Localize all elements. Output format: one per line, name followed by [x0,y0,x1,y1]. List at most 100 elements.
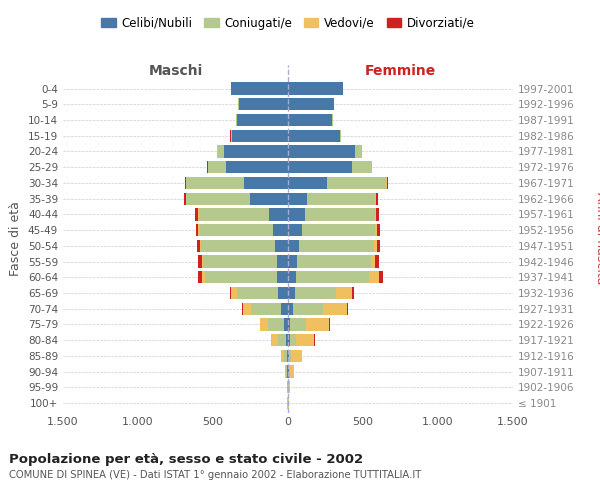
Bar [306,318,329,330]
Bar [268,318,284,330]
Bar [288,192,307,205]
Bar [296,334,314,346]
Bar [275,240,288,252]
Bar [250,192,288,205]
Bar [290,334,296,346]
Bar [200,240,201,252]
Bar [340,130,341,142]
Bar [299,240,373,252]
Bar [277,287,288,299]
Bar [199,224,273,236]
Bar [376,192,377,205]
Bar [288,161,352,173]
Bar [375,224,377,236]
Bar [288,177,327,189]
Bar [281,350,284,362]
Bar [277,271,288,283]
Text: Femmine: Femmine [365,64,436,78]
Text: COMUNE DI SPINEA (VE) - Dati ISTAT 1° gennaio 2002 - Elaborazione TUTTITALIA.IT: COMUNE DI SPINEA (VE) - Dati ISTAT 1° ge… [9,470,421,480]
Bar [236,114,237,126]
Bar [288,271,296,283]
Bar [290,318,306,330]
Bar [231,82,288,94]
Bar [332,114,333,126]
Bar [243,302,251,315]
Bar [218,146,224,158]
Bar [290,366,294,378]
Bar [355,146,361,158]
Bar [196,208,198,220]
Bar [302,224,375,236]
Bar [197,240,200,252]
Bar [289,366,290,378]
Bar [278,334,286,346]
Bar [287,350,288,362]
Bar [288,146,355,158]
Bar [230,287,232,299]
Bar [347,302,348,315]
Bar [281,302,288,315]
Bar [288,350,289,362]
Y-axis label: Anni di nascita: Anni di nascita [594,192,600,285]
Bar [288,287,295,299]
Bar [373,240,377,252]
Bar [244,177,288,189]
Bar [196,224,199,236]
Bar [239,98,288,110]
Bar [289,350,291,362]
Bar [286,366,287,378]
Bar [224,146,288,158]
Bar [379,271,383,283]
Bar [288,98,334,110]
Bar [372,161,373,173]
Bar [307,192,375,205]
Bar [371,256,376,268]
Text: Popolazione per età, sesso e stato civile - 2002: Popolazione per età, sesso e stato civil… [9,452,363,466]
Y-axis label: Fasce di età: Fasce di età [10,202,22,276]
Bar [186,192,250,205]
Bar [297,256,371,268]
Bar [286,334,288,346]
Bar [288,114,332,126]
Bar [232,287,237,299]
Bar [203,256,277,268]
Bar [288,366,289,378]
Bar [208,161,226,173]
Bar [232,130,288,142]
Bar [288,240,299,252]
Bar [199,208,269,220]
Bar [287,366,288,378]
Bar [289,381,290,394]
Bar [288,224,302,236]
Bar [198,208,199,220]
Legend: Celibi/Nubili, Coniugati/e, Vedovi/e, Divorziati/e: Celibi/Nubili, Coniugati/e, Vedovi/e, Di… [97,12,479,34]
Bar [284,318,288,330]
Bar [291,350,302,362]
Bar [260,318,268,330]
Bar [293,302,323,315]
Bar [288,130,340,142]
Text: Maschi: Maschi [148,64,203,78]
Bar [269,208,288,220]
Bar [295,287,336,299]
Bar [226,161,288,173]
Bar [375,192,376,205]
Bar [271,334,278,346]
Bar [251,302,281,315]
Bar [285,366,286,378]
Bar [327,177,386,189]
Bar [288,82,343,94]
Bar [387,177,388,189]
Bar [305,208,375,220]
Bar [377,224,380,236]
Bar [288,256,297,268]
Bar [284,350,287,362]
Bar [184,192,186,205]
Bar [288,302,293,315]
Bar [202,256,203,268]
Bar [242,302,243,315]
Bar [201,240,275,252]
Bar [186,177,244,189]
Bar [237,114,288,126]
Bar [288,208,305,220]
